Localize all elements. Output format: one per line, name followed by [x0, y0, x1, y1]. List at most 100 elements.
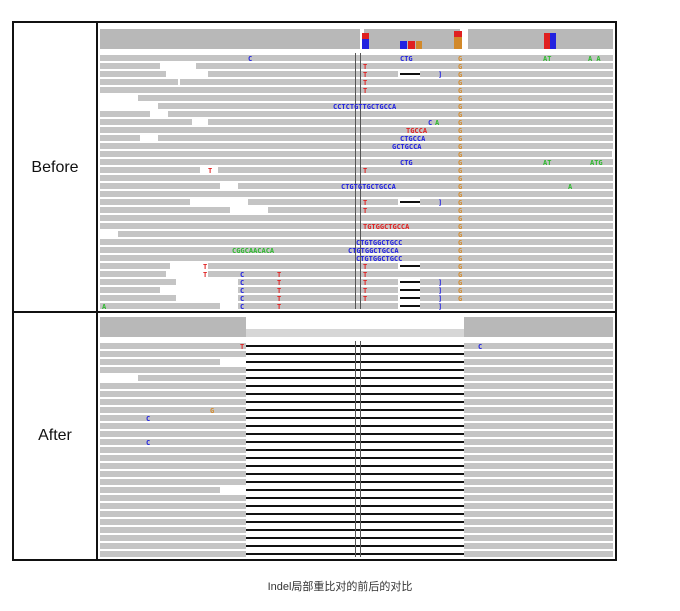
svg-text:C: C [240, 303, 244, 311]
svg-text:G: G [458, 111, 462, 119]
svg-text:]: ] [438, 199, 442, 207]
svg-text:]: ] [438, 279, 442, 287]
svg-text:T: T [363, 87, 367, 95]
svg-text:G: G [458, 135, 462, 143]
svg-text:G: G [458, 239, 462, 247]
seq-label: CTGCCA [400, 135, 426, 143]
svg-text:T: T [363, 271, 367, 279]
svg-text:G: G [458, 247, 462, 255]
svg-text:G: G [458, 279, 462, 287]
figure-caption: Indel局部重比对的前后的对比 [267, 581, 413, 593]
svg-text:G: G [458, 215, 462, 223]
svg-text:T: T [277, 271, 281, 279]
after-base-label: T [240, 343, 244, 351]
svg-text:C: C [240, 279, 244, 287]
before-deletions [355, 53, 420, 309]
svg-text:C: C [146, 439, 150, 447]
svg-text:C: C [248, 55, 252, 63]
before-label-text: Before [31, 158, 79, 176]
svg-text:T: T [208, 167, 212, 175]
seq-label: CCTCTGTTGCTGCCA [333, 103, 397, 111]
svg-text:G: G [458, 143, 462, 151]
svg-text:]: ] [438, 295, 442, 303]
svg-text:C: C [428, 119, 432, 127]
seq-label: CTG [400, 55, 413, 63]
svg-text:G: G [458, 255, 462, 263]
svg-text:A: A [102, 303, 107, 311]
before-reads [100, 55, 613, 309]
svg-text:G: G [458, 95, 462, 103]
svg-text:G: G [458, 295, 462, 303]
after-deletions [246, 341, 464, 557]
svg-text:T: T [277, 287, 281, 295]
svg-text:G: G [458, 151, 462, 159]
svg-text:G: G [458, 223, 462, 231]
svg-text:T: T [203, 263, 207, 271]
before-coverage-track [100, 29, 613, 49]
svg-text:]: ] [438, 71, 442, 79]
svg-text:G: G [458, 263, 462, 271]
seq-label: CTGTGGCTGCCA [348, 247, 399, 255]
svg-text:G: G [458, 287, 462, 295]
after-base-label: C [478, 343, 482, 351]
svg-text:C: C [240, 271, 244, 279]
svg-text:C: C [240, 295, 244, 303]
after-base-marks: T C G C C [146, 343, 482, 447]
seq-label: CGGCAACACA [232, 247, 275, 255]
before-sequence-labels: CTG G AT A A CCTCTGTTGCTGCCA TGCCA CTGCC… [232, 55, 603, 263]
read-alignment-tracks: C GG GG GG GG GG GG GG GG GG GG GG GG GG… [100, 29, 613, 557]
svg-text:]: ] [438, 303, 442, 311]
svg-text:T: T [363, 63, 367, 71]
svg-text:T: T [363, 79, 367, 87]
svg-text:G: G [458, 63, 462, 71]
seq-label: GCTGCCA [392, 143, 422, 151]
svg-text:A: A [435, 119, 440, 127]
seq-label: G [458, 55, 462, 63]
svg-text:T: T [363, 167, 367, 175]
alignment-figure: Before After [12, 21, 617, 561]
svg-text:T: T [363, 199, 367, 207]
seq-label: CTG [400, 159, 413, 167]
after-reads [100, 343, 613, 557]
svg-text:G: G [458, 79, 462, 87]
seq-label: A A [588, 55, 601, 63]
seq-label: TGTGGCTGCCA [363, 223, 410, 231]
svg-text:G: G [458, 175, 462, 183]
svg-text:T: T [277, 303, 281, 311]
panel-divider [14, 311, 615, 313]
svg-text:G: G [458, 231, 462, 239]
svg-text:T: T [363, 287, 367, 295]
svg-text:G: G [458, 159, 462, 167]
seq-label: ATG [590, 159, 603, 167]
after-panel-label: After [14, 312, 98, 559]
svg-text:T: T [277, 279, 281, 287]
svg-text:T: T [277, 295, 281, 303]
svg-text:]: ] [438, 287, 442, 295]
svg-text:C: C [146, 415, 150, 423]
svg-text:T: T [363, 71, 367, 79]
seq-label: CTGTGGCTGCC [356, 255, 402, 263]
svg-text:G: G [458, 87, 462, 95]
seq-label: AT [543, 159, 551, 167]
svg-text:G: G [458, 207, 462, 215]
seq-label: AT [543, 55, 551, 63]
svg-text:G: G [458, 103, 462, 111]
svg-text:T: T [363, 279, 367, 287]
svg-text:G: G [458, 183, 462, 191]
svg-text:G: G [458, 191, 462, 199]
svg-text:G: G [458, 119, 462, 127]
seq-label: CTGTGTGCTGCCA [341, 183, 397, 191]
svg-text:G: G [458, 127, 462, 135]
svg-text:G: G [458, 199, 462, 207]
svg-text:G: G [458, 271, 462, 279]
svg-text:G: G [458, 71, 462, 79]
svg-text:T: T [363, 207, 367, 215]
after-coverage-track [100, 317, 613, 337]
svg-text:C: C [240, 287, 244, 295]
before-base-marks: C GG GG GG GG GG GG GG GG GG GG GG GG GG… [102, 55, 573, 311]
after-label-text: After [38, 426, 72, 444]
before-panel-label: Before [14, 23, 98, 312]
svg-text:G: G [458, 167, 462, 175]
svg-text:A: A [568, 183, 573, 191]
seq-label: TGCCA [406, 127, 428, 135]
